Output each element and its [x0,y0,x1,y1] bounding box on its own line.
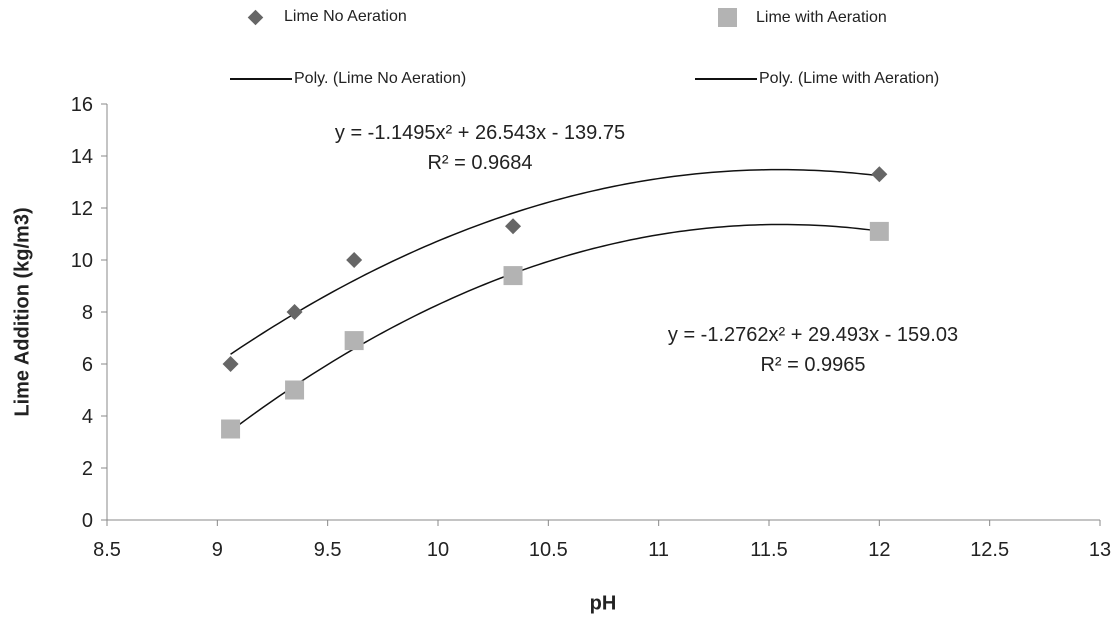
x-tick-label: 8.5 [93,539,121,561]
x-tick-label: 12 [868,539,890,561]
data-points [221,166,889,439]
legend-label: Poly. (Lime with Aeration) [759,70,940,87]
legend-item-lime-no-aeration: Lime No Aeration [247,8,407,26]
y-tick-label: 14 [71,146,93,168]
axes: 0 2 4 6 8 10 12 14 16 8.5 9 9.5 10 10.5 11 11.5 12 12.5 13 [71,94,1111,561]
diamond-point [346,252,363,268]
trendline-marker-icon [230,78,292,80]
square-marker-icon [718,8,737,27]
r-squared-text: R² = 0.9965 [760,354,866,376]
x-tick-label: 11.5 [750,539,787,561]
y-axis-label: Lime Addition (kg/m3) [11,207,34,417]
y-tick-label: 4 [82,406,93,428]
legend-label: Lime with Aeration [756,8,887,26]
x-tick-label: 13 [1089,539,1111,561]
y-tick-label: 0 [82,510,93,532]
equation-text: y = -1.1495x² + 26.543x - 139.75 [334,122,626,144]
equation-annotation-no-aeration: y = -1.1495x² + 26.543x - 139.75 R² = 0.… [305,118,655,178]
y-tick-label: 16 [71,94,93,116]
square-point [221,419,241,439]
square-point [503,266,523,286]
y-tick-label: 10 [71,250,93,272]
diamond-point [286,304,303,320]
x-tick-label: 10.5 [529,539,568,561]
x-tick-label: 12.5 [970,539,1009,561]
trendline-marker-icon [695,78,757,80]
diamond-point [505,218,522,235]
x-tick-label: 9.5 [314,539,342,561]
r-squared-text: R² = 0.9684 [427,152,533,174]
legend-label: Poly. (Lime No Aeration) [294,70,467,87]
square-point [285,380,305,400]
equation-text: y = -1.2762x² + 29.493x - 159.03 [667,324,959,346]
y-tick-label: 12 [71,198,93,220]
legend-label: Lime No Aeration [284,8,407,25]
legend-item-poly-with-aeration: Poly. (Lime with Aeration) [695,70,939,88]
trendlines [230,168,880,432]
diamond-point [222,356,239,372]
x-tick-label: 10 [427,539,449,561]
legend-item-lime-with-aeration: Lime with Aeration [718,8,887,27]
y-tick-label: 6 [82,354,93,376]
y-tick-label: 2 [82,458,93,480]
square-point [869,221,889,241]
y-tick-label: 8 [82,302,93,324]
square-point [344,331,364,351]
x-tick-label: 9 [212,539,223,561]
equation-annotation-with-aeration: y = -1.2762x² + 29.493x - 159.03 R² = 0.… [638,320,988,380]
trendline-2 [230,223,880,432]
x-axis-label: pH [589,592,617,615]
diamond-point [871,166,888,183]
legend-item-poly-no-aeration: Poly. (Lime No Aeration) [230,70,466,88]
trendline-1 [230,168,880,355]
x-tick-label: 11 [648,539,669,561]
